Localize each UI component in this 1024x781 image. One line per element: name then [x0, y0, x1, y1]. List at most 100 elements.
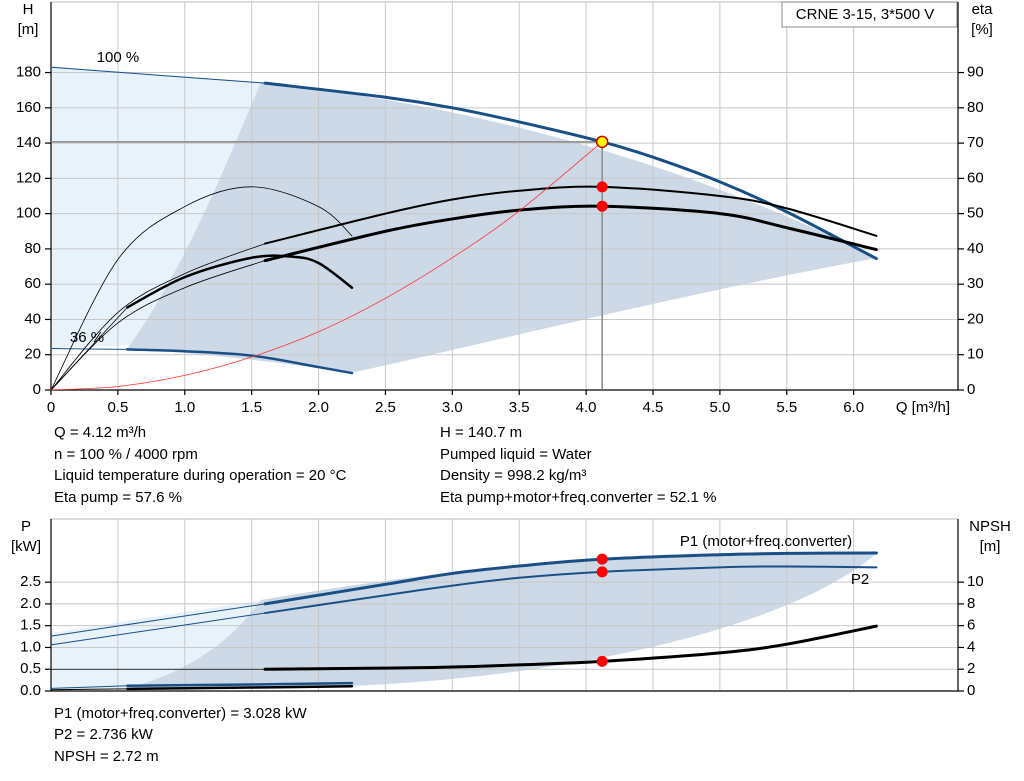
info-text: Eta pump+motor+freq.converter = 52.1 %	[440, 489, 716, 506]
curve	[50, 307, 128, 391]
x-tick-label: 6.0	[843, 399, 864, 416]
y2-tick-label: 70	[967, 134, 984, 151]
curve	[263, 204, 878, 263]
plot: 0.0 0.5 1.0 1.5 2.0 2.5 0 2 4 6 8 10 P1 (motor+freq.…	[20, 518, 984, 699]
info-text: Density = 998.2 kg/m³	[440, 467, 586, 484]
info-text: H = 140.7 m	[440, 424, 522, 441]
operating-point	[595, 135, 609, 149]
light-area	[51, 66, 261, 348]
x-tick-label: 3.5	[509, 399, 530, 416]
info-text: P2 = 2.736 kW	[54, 726, 154, 743]
y-tick-label: 1.0	[20, 638, 41, 655]
y-tick-label: 2.0	[20, 595, 41, 612]
x-tick-label: 0	[47, 399, 55, 416]
curve	[126, 681, 354, 688]
operating-point	[596, 655, 608, 667]
y-tick-label: 100	[16, 205, 41, 222]
y-tick-label: 160	[16, 99, 41, 116]
y2-tick-label: 0	[967, 682, 975, 699]
curve	[126, 348, 354, 375]
y-tick-label: 40	[24, 310, 41, 327]
y2-tick-label: 50	[967, 205, 984, 222]
title-box	[781, 1, 958, 28]
plot: 0 0.5 1.0 1.5 2.0 2.5 3.0 3.5 4.0 4.5 5.0 5.5 6.0 0 20…	[16, 1, 984, 416]
y-axis-unit: [m]	[18, 21, 39, 38]
operating-point	[596, 553, 608, 565]
curve	[264, 565, 878, 615]
y-tick-label: 0	[33, 381, 41, 398]
curve	[126, 684, 354, 691]
info-text: n = 100 % / 4000 rpm	[54, 446, 198, 463]
y-tick-label: 140	[16, 134, 41, 151]
curve	[126, 254, 354, 309]
light-area	[51, 600, 261, 690]
x-tick-label: 4.0	[576, 399, 597, 416]
curve	[50, 66, 266, 84]
info-text: P1 (motor+freq.converter) = 3.028 kW	[54, 705, 307, 722]
y-axis-unit: [kW]	[11, 538, 41, 555]
curve	[50, 688, 128, 691]
series-label: P2	[851, 571, 869, 588]
y2-tick-label: 4	[967, 638, 975, 655]
y2-tick-label: 20	[967, 310, 984, 327]
y2-tick-label: 0	[967, 381, 975, 398]
x-tick-label: 1.5	[241, 399, 262, 416]
x-tick-label: 5.5	[776, 399, 797, 416]
y2-tick-label: 90	[967, 64, 984, 81]
curve	[50, 603, 266, 637]
series-label: 100 %	[97, 49, 140, 66]
x-tick-label: 3.0	[442, 399, 463, 416]
info-text: Liquid temperature during operation = 20…	[54, 467, 347, 484]
y2-axis-label: NPSH	[969, 518, 1011, 535]
y2-axis-unit: [%]	[971, 21, 993, 38]
curve	[263, 624, 878, 671]
x-tick-label: 2.0	[308, 399, 329, 416]
y-tick-label: 0.5	[20, 660, 41, 677]
x-tick-label: 0.5	[107, 399, 128, 416]
operating-area	[127, 82, 877, 373]
y2-tick-label: 40	[967, 240, 984, 257]
y2-axis-unit: [m]	[980, 538, 1001, 555]
curve	[50, 612, 266, 646]
y2-tick-label: 8	[967, 595, 975, 612]
curve	[50, 243, 266, 391]
curve	[50, 685, 128, 689]
y2-axis-label: eta	[972, 1, 994, 18]
x-tick-label: 4.5	[643, 399, 664, 416]
x-tick-label: 2.5	[375, 399, 396, 416]
y-tick-label: 120	[16, 169, 41, 186]
y2-tick-label: 10	[967, 346, 984, 363]
y-axis-label: H	[23, 1, 34, 18]
operating-point	[596, 200, 608, 212]
y2-tick-label: 60	[967, 169, 984, 186]
y-tick-label: 60	[24, 275, 41, 292]
y2-tick-label: 6	[967, 617, 975, 634]
y-tick-label: 1.5	[20, 617, 41, 634]
info-text: NPSH = 2.72 m	[54, 748, 159, 765]
y-tick-label: 0.0	[20, 682, 41, 699]
y-tick-label: 20	[24, 346, 41, 363]
y-axis-label: P	[21, 518, 31, 535]
curve	[50, 141, 603, 391]
y-tick-label: 2.5	[20, 573, 41, 590]
info-text: Eta pump = 57.6 %	[54, 489, 182, 506]
operating-area	[130, 551, 877, 688]
curve	[50, 186, 353, 391]
y2-tick-label: 10	[967, 573, 984, 590]
chart-title: CRNE 3-15, 3*500 V	[796, 6, 934, 23]
series-label: P1 (motor+freq.converter)	[680, 533, 852, 550]
x-tick-label: 1.0	[174, 399, 195, 416]
info-text: Q = 4.12 m³/h	[54, 424, 146, 441]
x-axis-label: Q [m³/h]	[896, 399, 950, 416]
x-tick-label: 5.0	[709, 399, 730, 416]
info-text: Pumped liquid = Water	[440, 446, 592, 463]
chart-layer: 0 0.5 1.0 1.5 2.0 2.5 3.0 3.5 4.0 4.5 5.0 5.5 6.0020…	[16, 1, 984, 699]
y2-tick-label: 80	[967, 99, 984, 116]
y-tick-label: 80	[24, 240, 41, 257]
y2-tick-label: 2	[967, 660, 975, 677]
operating-point	[596, 566, 608, 578]
y2-tick-label: 30	[967, 275, 984, 292]
curve	[263, 551, 878, 606]
operating-point	[596, 181, 608, 193]
